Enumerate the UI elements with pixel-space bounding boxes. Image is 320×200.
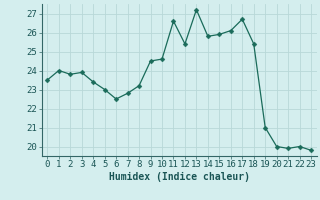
- X-axis label: Humidex (Indice chaleur): Humidex (Indice chaleur): [109, 172, 250, 182]
